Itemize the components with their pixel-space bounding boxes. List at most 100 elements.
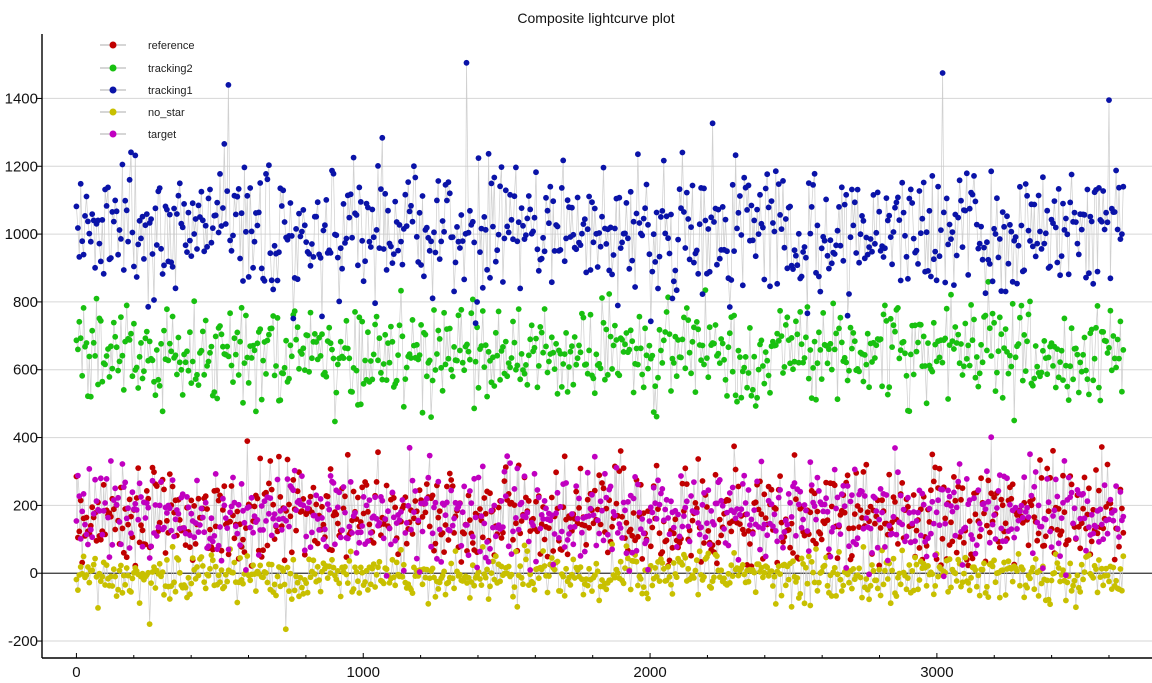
data-point-tracking1 xyxy=(856,259,862,266)
data-point-reference xyxy=(564,551,571,558)
data-point-tracking2 xyxy=(294,324,301,331)
data-point-tracking2 xyxy=(623,330,630,336)
data-point-target xyxy=(625,499,631,505)
data-point-tracking2 xyxy=(777,307,783,314)
data-point-tracking1 xyxy=(264,176,271,183)
data-point-tracking1 xyxy=(843,191,850,198)
data-point-tracking1 xyxy=(1041,240,1048,247)
data-point-tracking1 xyxy=(581,216,588,223)
data-point-tracking1 xyxy=(449,234,456,241)
data-point-reference xyxy=(268,486,275,493)
data-point-reference xyxy=(597,521,604,528)
legend-marker-reference xyxy=(109,41,117,49)
data-point-target xyxy=(221,502,228,509)
data-point-target xyxy=(681,513,687,519)
data-point-reference xyxy=(640,510,647,516)
data-point-tracking1 xyxy=(1021,267,1028,274)
data-point-tracking2 xyxy=(646,342,653,349)
data-point-target xyxy=(1004,475,1010,482)
data-point-target xyxy=(751,507,758,513)
data-point-target xyxy=(116,519,123,525)
data-point-target xyxy=(452,499,459,506)
data-point-tracking1 xyxy=(656,253,663,260)
data-point-target xyxy=(748,516,755,523)
data-point-no-star xyxy=(912,554,918,561)
data-point-tracking1 xyxy=(636,220,643,226)
data-point-tracking1 xyxy=(735,209,742,216)
data-point-tracking1 xyxy=(689,182,696,189)
data-point-tracking2 xyxy=(182,359,189,366)
data-point-tracking2 xyxy=(388,323,394,330)
data-point-tracking2 xyxy=(349,389,355,395)
data-point-target xyxy=(89,534,96,541)
data-point-tracking1 xyxy=(454,224,460,230)
data-point-reference xyxy=(126,496,133,503)
data-point-tracking2 xyxy=(340,355,347,361)
data-point-reference xyxy=(1119,505,1125,512)
data-point-tracking1 xyxy=(392,198,399,205)
data-point-reference xyxy=(863,461,870,468)
data-point-tracking1 xyxy=(382,190,389,197)
data-point-no-star xyxy=(579,576,585,583)
data-point-reference xyxy=(187,544,193,551)
data-point-no-star xyxy=(288,596,295,602)
data-point-reference xyxy=(546,525,552,531)
data-point-tracking1 xyxy=(461,276,468,283)
data-point-target xyxy=(701,490,707,496)
data-point-reference xyxy=(653,462,660,469)
data-point-tracking1 xyxy=(103,203,110,209)
data-point-target xyxy=(435,478,442,485)
data-point-tracking1 xyxy=(876,208,883,215)
data-point-reference xyxy=(758,511,765,518)
data-point-tracking2 xyxy=(607,333,614,340)
data-point-reference xyxy=(1093,467,1099,473)
data-point-no-star xyxy=(314,563,321,570)
data-point-tracking2 xyxy=(491,383,498,389)
data-point-reference xyxy=(791,452,798,458)
data-point-reference xyxy=(629,532,636,539)
data-point-no-star xyxy=(1086,552,1092,558)
y-tick-label: 400 xyxy=(13,430,38,447)
data-point-tracking2 xyxy=(681,314,687,321)
data-point-no-star xyxy=(375,564,381,571)
data-point-no-star xyxy=(735,572,742,579)
data-point-target xyxy=(334,504,341,511)
data-point-tracking1 xyxy=(870,192,877,198)
data-point-target xyxy=(247,524,254,531)
data-point-target xyxy=(152,502,159,508)
data-point-reference xyxy=(630,510,637,516)
data-point-tracking2 xyxy=(989,310,996,317)
data-point-no-star xyxy=(488,570,495,576)
data-point-no-star xyxy=(925,563,931,569)
data-point-reference xyxy=(688,552,694,559)
data-point-reference xyxy=(1081,474,1088,481)
legend-label-reference: reference xyxy=(148,40,194,52)
data-point-tracking2 xyxy=(737,354,743,360)
data-point-no-star xyxy=(837,576,844,583)
data-point-tracking1 xyxy=(754,206,760,213)
data-point-tracking2 xyxy=(640,384,647,391)
legend-marker-tracking1 xyxy=(109,86,117,94)
data-point-target xyxy=(639,516,646,522)
data-point-reference xyxy=(214,487,221,494)
data-point-no-star xyxy=(972,567,979,573)
data-point-tracking2 xyxy=(895,305,901,311)
data-point-tracking1 xyxy=(1044,207,1051,214)
data-point-tracking2 xyxy=(975,383,982,390)
data-point-tracking1 xyxy=(701,185,707,192)
data-point-no-star xyxy=(271,581,278,588)
data-point-tracking1 xyxy=(1120,183,1127,190)
data-point-target xyxy=(187,532,193,539)
data-point-target xyxy=(658,490,664,497)
data-point-no-star xyxy=(778,592,785,599)
data-point-tracking2 xyxy=(814,360,821,367)
data-point-target xyxy=(744,511,750,518)
data-point-target xyxy=(1029,550,1036,557)
data-point-no-star xyxy=(1035,593,1042,599)
data-point-tracking1 xyxy=(840,257,847,264)
data-point-tracking1 xyxy=(491,174,498,181)
data-point-target xyxy=(261,498,268,505)
data-point-no-star xyxy=(586,565,592,572)
data-point-reference xyxy=(969,555,976,562)
data-point-no-star xyxy=(1081,569,1088,575)
